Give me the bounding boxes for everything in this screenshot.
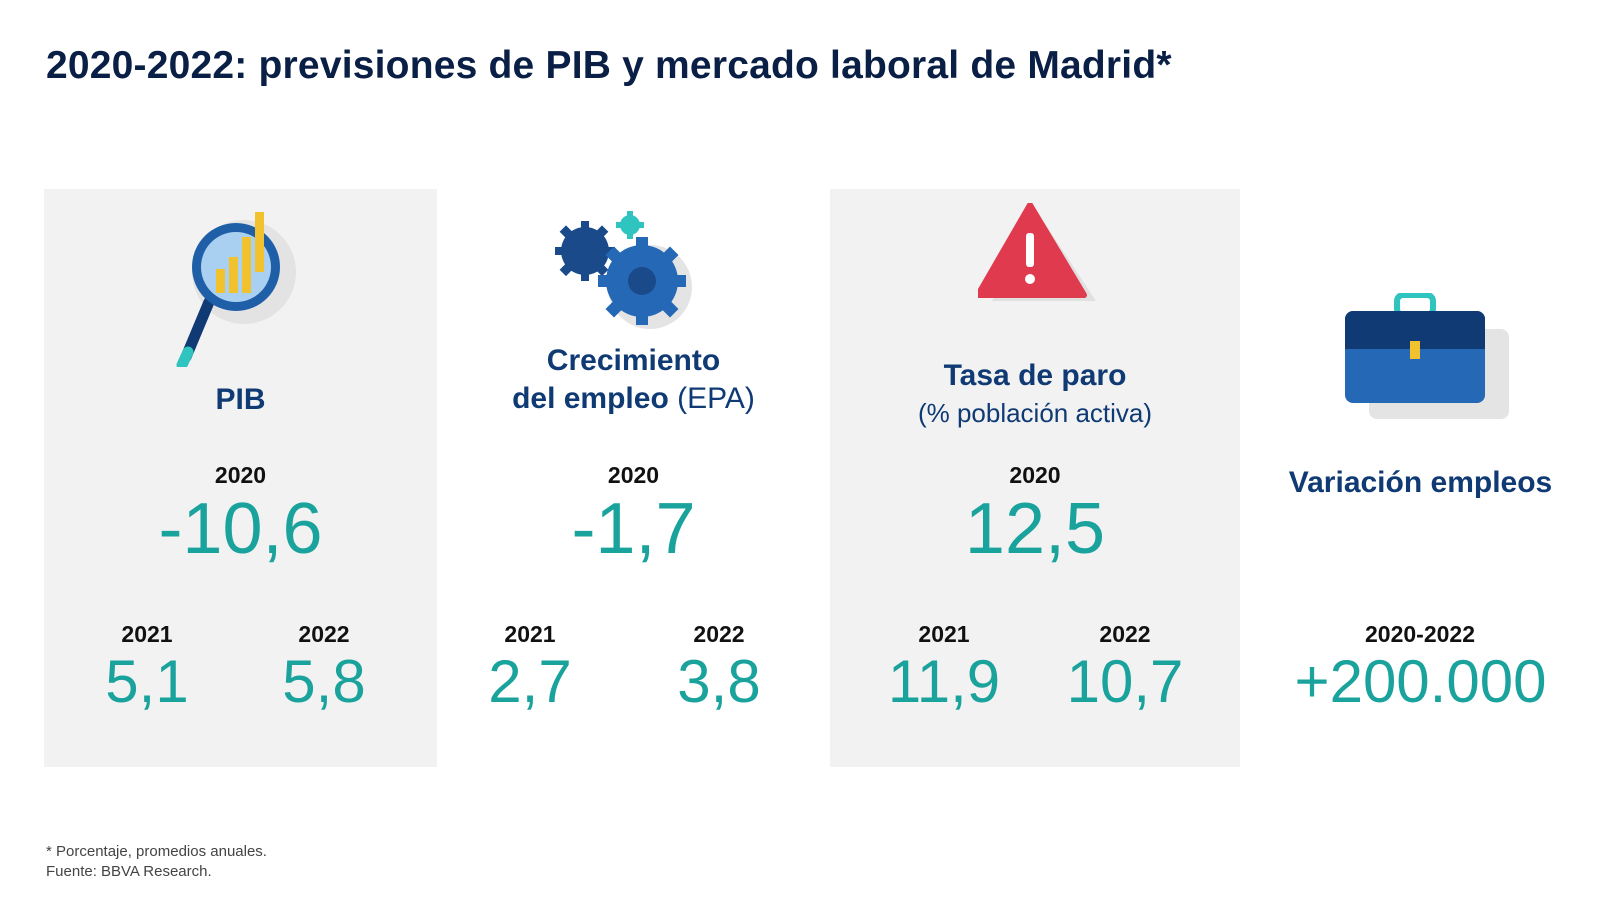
footnote-source: Fuente: BBVA Research. — [46, 863, 212, 880]
main-year: 2020 — [607, 462, 660, 488]
panel-empleo: Crecimiento del empleo (EPA) 2020 -1,7 2… — [437, 189, 830, 767]
main-value: -1,7 — [571, 489, 696, 569]
period-label: 2020-2022 — [1365, 621, 1475, 647]
footnote: * Porcentaje, promedios anuales. Fuente:… — [46, 842, 267, 882]
main-year: 2020 — [1009, 462, 1061, 488]
sub-year-2022: 2022 — [693, 621, 745, 647]
gears-icon — [555, 211, 692, 329]
main-year: 2020 — [214, 462, 267, 488]
heading-line-1: Crecimiento — [546, 344, 721, 377]
magnifier-chart-icon — [176, 212, 296, 367]
main-value: 12,5 — [964, 489, 1106, 569]
sub-year-2022: 2022 — [1099, 621, 1151, 647]
footnote-line-1: * Porcentaje, promedios anuales. — [46, 843, 267, 860]
page-title: 2020-2022: previsiones de PIB y mercado … — [46, 44, 1172, 87]
sub-year-2022: 2022 — [298, 621, 350, 647]
variation-value: +200.000 — [1294, 648, 1547, 715]
sub-year-2021: 2021 — [121, 621, 173, 647]
panel-heading: Tasa de paro — [943, 359, 1127, 392]
panel-subheading: (% población activa) — [917, 398, 1153, 428]
panel-pib: PIB 2020 -10,6 2021 5,1 2022 5,8 — [44, 189, 437, 767]
sub-value-2022: 10,7 — [1066, 648, 1184, 715]
panel-paro: Tasa de paro (% población activa) 2020 1… — [830, 189, 1240, 767]
briefcase-icon — [1345, 293, 1509, 419]
sub-value-2022: 5,8 — [282, 648, 366, 715]
sub-value-2021: 11,9 — [887, 648, 1001, 715]
warning-icon — [978, 203, 1096, 301]
main-value: -10,6 — [158, 489, 323, 569]
sub-year-2021: 2021 — [504, 621, 556, 647]
panel-heading: PIB — [215, 383, 266, 416]
sub-value-2022: 3,8 — [677, 648, 761, 715]
sub-value-2021: 5,1 — [105, 648, 189, 715]
heading-line-2-bold: del empleo — [512, 382, 669, 415]
panel-heading: Crecimiento del empleo (EPA) — [437, 342, 830, 418]
sub-year-2021: 2021 — [918, 621, 970, 647]
heading-line-2-light: (EPA) — [677, 382, 755, 415]
panel-variacion: Variación empleos 2020-2022 +200.000 — [1240, 189, 1601, 767]
panel-heading: Variación empleos — [1288, 466, 1553, 499]
heading-line-2: del empleo (EPA) — [437, 380, 830, 418]
sub-value-2021: 2,7 — [488, 648, 572, 715]
